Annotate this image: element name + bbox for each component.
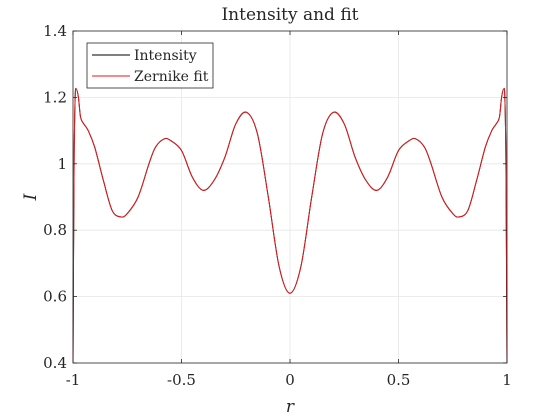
x-tick-label: -0.5	[167, 371, 196, 389]
series-line-zernike-fit	[72, 87, 508, 364]
legend-label-intensity: Intensity	[134, 48, 197, 64]
x-tick-label: 0	[285, 371, 295, 389]
x-tick-label: 1	[502, 371, 512, 389]
x-axis-label: r	[286, 397, 295, 417]
y-tick-label: 0.6	[43, 288, 67, 306]
legend: Intensity Zernike fit	[86, 42, 214, 89]
series-layer	[72, 87, 508, 364]
x-tick-label: -1	[66, 371, 81, 389]
y-tick-label: 1	[57, 155, 67, 173]
y-axis-label: I	[21, 193, 41, 201]
y-tick-label: 0.4	[43, 354, 67, 372]
y-tick-label: 1.4	[43, 22, 67, 40]
legend-box	[86, 42, 214, 89]
ticks: -1 -0.5 0 0.5 1 0.4 0.6 0.8 1 1.2 1.4	[43, 22, 512, 389]
y-tick-label: 1.2	[43, 88, 67, 106]
chart-title: Intensity and fit	[221, 5, 358, 25]
legend-label-zernike-fit: Zernike fit	[134, 69, 209, 85]
x-tick-label: 0.5	[387, 371, 411, 389]
y-tick-label: 0.8	[43, 221, 67, 239]
